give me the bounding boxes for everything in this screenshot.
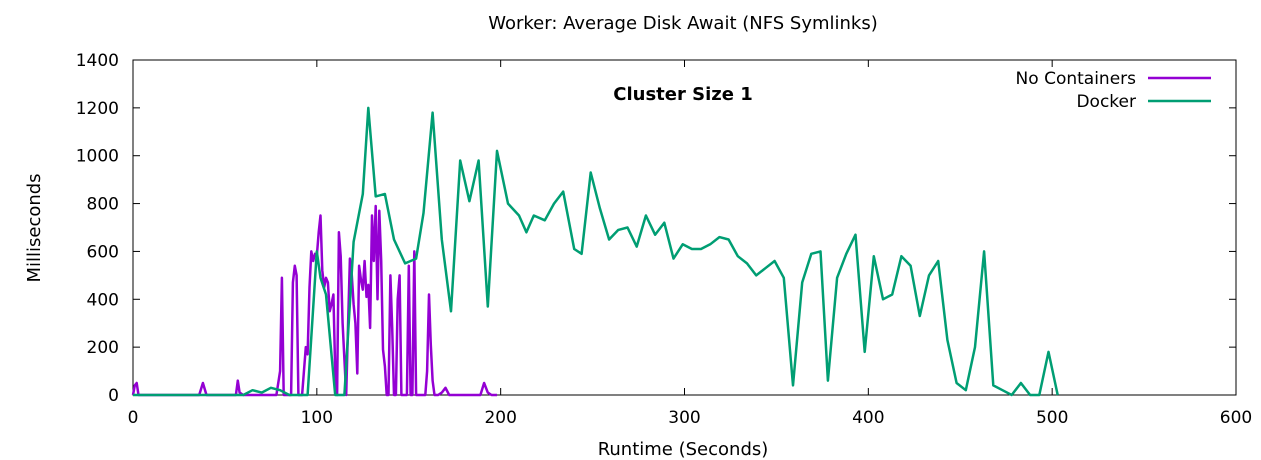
x-axis-title: Runtime (Seconds) <box>598 439 769 460</box>
y-tick-label: 600 <box>87 242 119 262</box>
cluster-size-annotation: Cluster Size 1 <box>613 84 752 105</box>
legend-label-0: No Containers <box>1016 69 1137 89</box>
legend: No Containers Docker <box>1016 69 1211 112</box>
series-lines <box>131 106 1059 397</box>
y-tick-label: 1000 <box>76 147 119 167</box>
y-tick-label: 400 <box>87 290 119 310</box>
x-tick-label: 200 <box>484 408 516 428</box>
x-tick-label: 100 <box>301 408 333 428</box>
y-axis-title: Milliseconds <box>24 173 45 282</box>
series-line-1 <box>133 106 1059 397</box>
axis-ticks: 0 100 200 300 400 500 600 0 200 400 600 800 1000 1200… <box>76 51 1252 428</box>
series-line-0 <box>131 204 497 397</box>
x-tick-label: 0 <box>128 408 139 428</box>
y-tick-label: 800 <box>87 195 119 215</box>
y-tick-label: 1400 <box>76 51 119 71</box>
x-tick-label: 500 <box>1036 408 1068 428</box>
chart-title: Worker: Average Disk Await (NFS Symlinks… <box>488 13 878 34</box>
x-tick-label: 600 <box>1220 408 1252 428</box>
y-tick-label: 1200 <box>76 99 119 119</box>
y-tick-label: 200 <box>87 338 119 358</box>
legend-label-1: Docker <box>1076 92 1136 112</box>
x-tick-label: 300 <box>668 408 700 428</box>
x-tick-label: 400 <box>852 408 884 428</box>
y-tick-label: 0 <box>108 386 119 406</box>
